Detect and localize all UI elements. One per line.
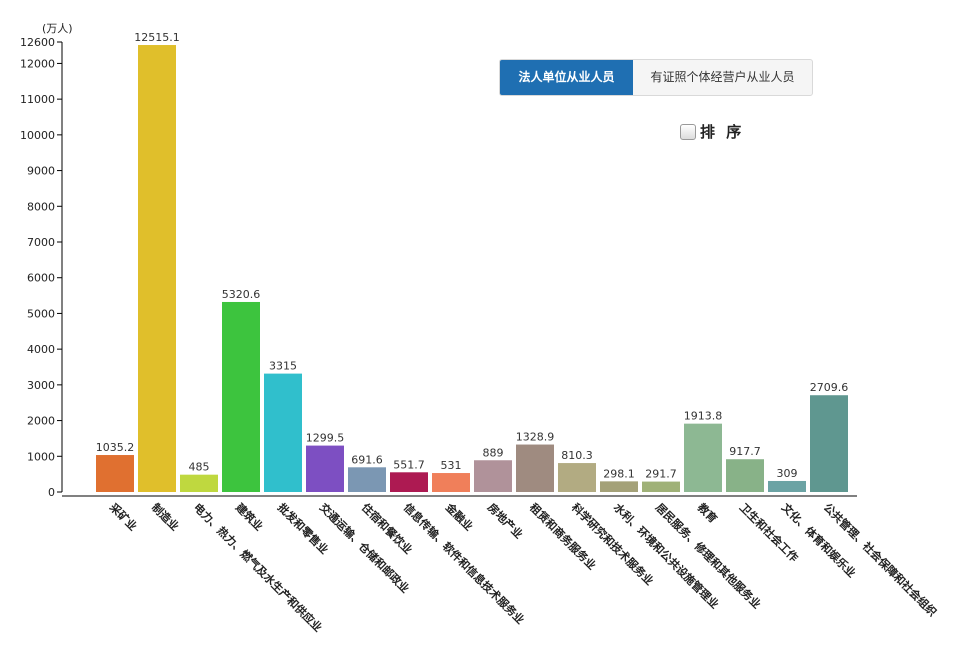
y-tick-label: 0 <box>48 486 55 499</box>
bar <box>306 445 344 492</box>
y-tick-label: 10000 <box>20 129 55 142</box>
sort-toggle[interactable]: 排 序 <box>680 121 744 142</box>
y-tick-label: 9000 <box>27 165 55 178</box>
bar-value-label: 1913.8 <box>684 410 723 423</box>
x-category-label: 房地产业 <box>485 500 526 541</box>
tab-group: 法人单位从业人员 有证照个体经营户从业人员 <box>499 59 813 96</box>
bar-value-label: 2709.6 <box>810 381 849 394</box>
bar-value-label: 551.7 <box>393 458 425 471</box>
x-category-label: 制造业 <box>149 500 182 533</box>
bar-value-label: 5320.6 <box>222 288 261 301</box>
bar <box>390 472 428 492</box>
bar <box>264 373 302 492</box>
x-category-label: 建筑业 <box>233 500 266 533</box>
sort-label: 排 序 <box>700 123 745 141</box>
y-tick-label: 3000 <box>27 379 55 392</box>
y-tick-label: 4000 <box>27 343 55 356</box>
bar-value-label: 1328.9 <box>516 431 555 444</box>
tab-individual-business-employees[interactable]: 有证照个体经营户从业人员 <box>650 70 795 84</box>
y-tick-label: 6000 <box>27 272 55 285</box>
bar-value-label: 810.3 <box>561 449 593 462</box>
bar-value-label: 691.6 <box>351 453 383 466</box>
bar <box>726 459 764 492</box>
x-category-label: 科学研究和技术服务业 <box>569 500 657 588</box>
bar <box>600 481 638 492</box>
y-axis-unit-label: (万人) <box>42 22 73 35</box>
bar-value-label: 485 <box>189 461 210 474</box>
sort-checkbox[interactable] <box>680 123 696 140</box>
bar-value-label: 1035.2 <box>96 441 135 454</box>
bar-value-label: 1299.5 <box>306 432 345 445</box>
y-tick-label: 1000 <box>27 450 55 463</box>
tab-legal-entity-employees[interactable]: 法人单位从业人员 <box>500 60 633 95</box>
bar <box>810 395 848 492</box>
y-tick-label: 5000 <box>27 307 55 320</box>
bar-value-label: 531 <box>441 459 462 472</box>
bar-value-label: 917.7 <box>729 445 761 458</box>
x-category-label: 教育 <box>694 500 720 526</box>
bar <box>558 463 596 492</box>
bar-value-label: 298.1 <box>603 467 635 480</box>
x-category-label: 文化、体育和娱乐业 <box>779 500 859 580</box>
bar-value-label: 889 <box>483 446 504 459</box>
y-tick-label: 11000 <box>20 93 55 106</box>
bar <box>138 45 176 493</box>
y-axis: 0 1000 2000 3000 4000 5000 6000 7000 8000 9000 100… <box>20 36 63 499</box>
bars <box>96 45 848 493</box>
bar <box>642 481 680 492</box>
bar-value-label: 291.7 <box>645 468 677 481</box>
bar <box>348 467 386 492</box>
y-tick-label: 12000 <box>20 57 55 70</box>
bar <box>432 473 470 492</box>
bar <box>768 480 806 492</box>
bar <box>96 455 134 492</box>
bar <box>684 423 722 492</box>
y-tick-label: 12600 <box>20 36 55 49</box>
y-tick-label: 7000 <box>27 236 55 249</box>
x-category-label: 采矿业 <box>106 500 140 534</box>
bar-value-label: 309 <box>777 467 798 480</box>
bar-value-label: 3315 <box>269 360 297 373</box>
bar <box>180 474 218 492</box>
bar <box>516 444 554 492</box>
value-labels: 1035.2 12515.1 485 5320.6 3315 1299.5 691.6 551… <box>96 31 849 481</box>
bar <box>222 301 260 492</box>
bar <box>474 460 512 492</box>
y-tick-label: 8000 <box>27 200 55 213</box>
y-tick-label: 2000 <box>27 415 55 428</box>
bar-value-label: 12515.1 <box>134 31 180 44</box>
x-category-label: 金融业 <box>442 500 476 534</box>
